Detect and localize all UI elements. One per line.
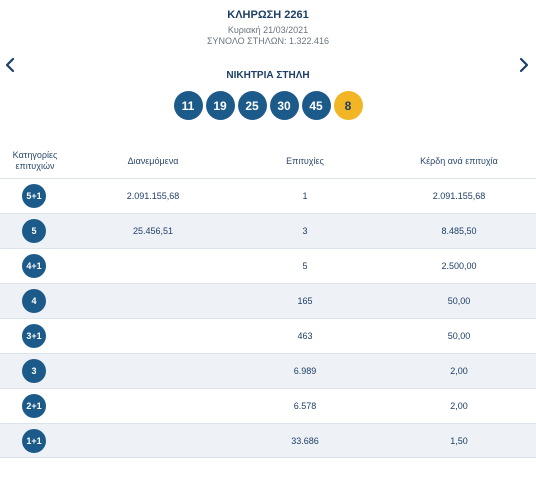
table-row: 5 25.456,51 3 8.485,50: [0, 213, 536, 248]
category-badge: 5+1: [22, 184, 46, 208]
number-ball: 45: [301, 91, 331, 120]
results-table-body: 5+1 2.091.155,68 1 2.091.155,68 5 25.456…: [0, 178, 536, 458]
table-row: 1+1 33.686 1,50: [0, 423, 536, 458]
number-ball: 19: [205, 91, 235, 120]
winners-cell: 33.686: [291, 436, 319, 446]
winning-column-title: ΝΙΚΗΤΡΙΑ ΣΤΗΛΗ: [226, 70, 310, 81]
winners-cell: 6.989: [293, 366, 317, 376]
table-row: 2+1 6.578 2,00: [0, 388, 536, 423]
winners-cell: 1: [302, 191, 308, 201]
draw-title: ΚΛΗΡΩΣΗ 2261: [227, 9, 309, 21]
distributed-cell: [103, 424, 203, 458]
category-badge: 5: [22, 219, 46, 243]
distributed-cell: [103, 249, 203, 283]
chevron-right-icon[interactable]: [517, 55, 531, 75]
category-badge: 2+1: [22, 394, 46, 418]
prize-cell: 2,00: [450, 366, 468, 376]
distributed-cell: [103, 354, 203, 388]
results-table-header: Κατηγορίες επιτυχιών Διανεμόμενα Επιτυχί…: [0, 150, 536, 180]
header-distributed: Διανεμόμενα: [127, 156, 179, 166]
table-row: 3 6.989 2,00: [0, 353, 536, 388]
winners-cell: 165: [297, 296, 313, 306]
draw-header: ΚΛΗΡΩΣΗ 2261 Κυριακή 21/03/2021 ΣΥΝΟΛΟ Σ…: [0, 8, 536, 47]
number-ball: 30: [269, 91, 299, 120]
header-winners: Επιτυχίες: [286, 156, 324, 166]
category-badge: 4+1: [22, 254, 46, 278]
category-badge: 3+1: [22, 324, 46, 348]
category-badge: 4: [22, 289, 46, 313]
distributed-cell: 2.091.155,68: [126, 191, 180, 201]
winners-cell: 3: [302, 226, 308, 236]
chevron-left-icon[interactable]: [3, 55, 17, 75]
distributed-cell: [103, 389, 203, 423]
category-badge: 3: [22, 359, 46, 383]
distributed-cell: [103, 284, 203, 318]
prize-cell: 2.091.155,68: [432, 191, 486, 201]
prize-cell: 50,00: [447, 296, 471, 306]
table-row: 4 165 50,00: [0, 283, 536, 318]
table-row: 3+1 463 50,00: [0, 318, 536, 353]
prize-cell: 2,00: [450, 401, 468, 411]
header-category: Κατηγορίες επιτυχιών: [12, 150, 58, 171]
winners-cell: 5: [302, 261, 308, 271]
prize-cell: 1,50: [450, 436, 468, 446]
draw-total-columns: ΣΥΝΟΛΟ ΣΤΗΛΩΝ: 1.322.416: [206, 36, 330, 46]
winners-cell: 6.578: [293, 401, 317, 411]
distributed-cell: 25.456,51: [132, 226, 174, 236]
table-row: 5+1 2.091.155,68 1 2.091.155,68: [0, 178, 536, 213]
distributed-cell: [103, 319, 203, 353]
table-row: 4+1 5 2.500,00: [0, 248, 536, 283]
winners-cell: 463: [297, 331, 313, 341]
winning-numbers: 11 19 25 30 45 8: [0, 91, 536, 120]
prize-cell: 2.500,00: [441, 261, 477, 271]
number-ball: 25: [237, 91, 267, 120]
bonus-ball: 8: [333, 91, 363, 120]
prize-cell: 50,00: [447, 331, 471, 341]
category-badge: 1+1: [22, 429, 46, 453]
prize-cell: 8.485,50: [441, 226, 477, 236]
draw-date: Κυριακή 21/03/2021: [227, 25, 309, 35]
header-prize: Κέρδη ανά επιτυχία: [420, 156, 498, 166]
number-ball: 11: [173, 91, 203, 120]
